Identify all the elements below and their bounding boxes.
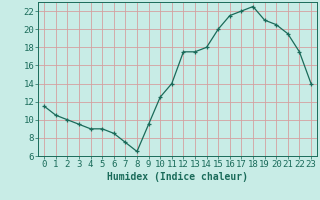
X-axis label: Humidex (Indice chaleur): Humidex (Indice chaleur) <box>107 172 248 182</box>
